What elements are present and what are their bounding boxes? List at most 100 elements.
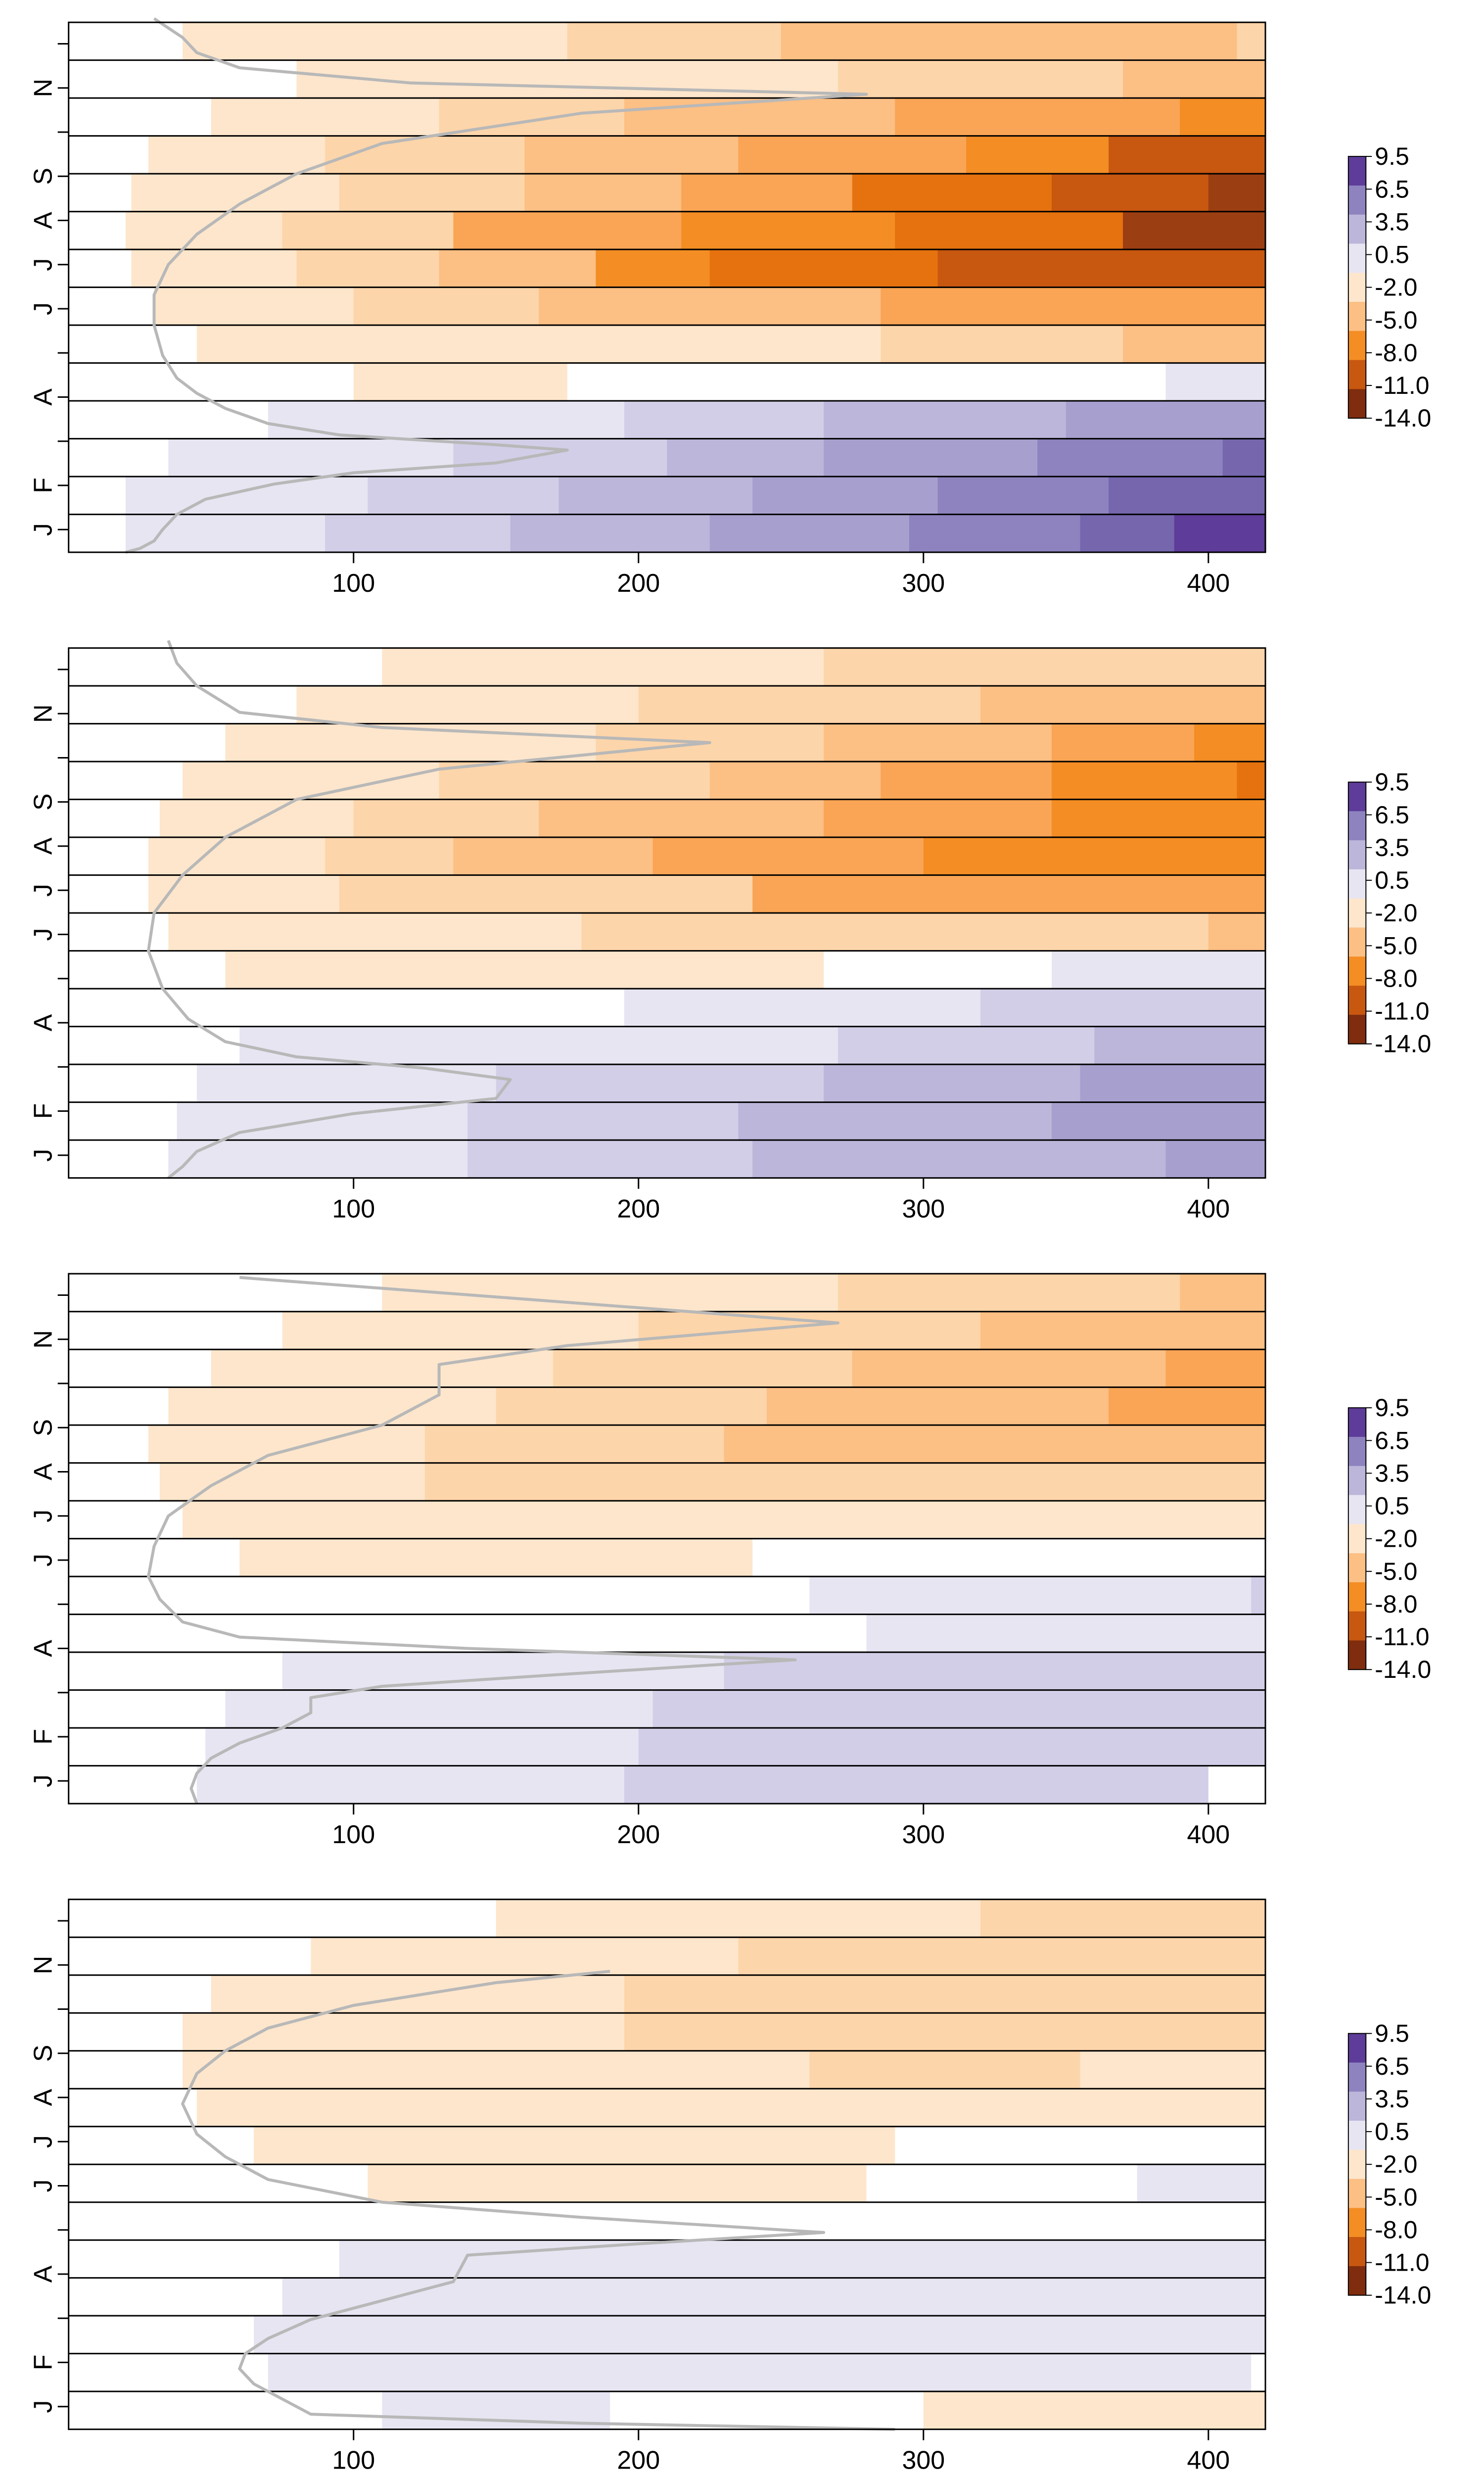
colorbar-label: -2.0 [1375, 1525, 1417, 1553]
heat-cell [624, 1975, 1266, 2013]
x-tick-label: 100 [332, 2446, 375, 2474]
heat-cell [368, 476, 559, 515]
heat-cell [980, 686, 1209, 724]
heat-cell [909, 514, 1081, 553]
heat-cell [866, 1614, 1266, 1653]
colorbar-swatch [1348, 2266, 1366, 2296]
heat-cell [148, 875, 340, 913]
heat-cell [1109, 136, 1266, 174]
y-tick-label: A [29, 1640, 57, 1657]
colorbar-swatch [1348, 156, 1366, 186]
heat-cell [439, 761, 710, 800]
colorbar-swatch [1348, 360, 1366, 389]
colorbar-label: 9.5 [1375, 143, 1409, 170]
y-tick-label: J [29, 1149, 57, 1162]
heat-cell [339, 2240, 1266, 2279]
y-tick-label: J [29, 1510, 57, 1522]
y-tick-label: J [29, 884, 57, 897]
heat-cell [196, 2089, 1266, 2127]
colorbar-label: -5.0 [1375, 306, 1417, 334]
heat-cell [709, 514, 910, 553]
colorbar-label: -14.0 [1375, 1030, 1431, 1058]
colorbar-label: -14.0 [1375, 1656, 1431, 1683]
x-tick-label: 100 [332, 1195, 375, 1224]
colorbar-swatch [1348, 2121, 1366, 2150]
y-tick-label: J [29, 2135, 57, 2148]
heat-cell [160, 799, 354, 838]
heat-cell [524, 136, 739, 174]
heat-cell [838, 60, 1123, 98]
boundary-line [147, 1276, 839, 1805]
panel-1: 100 200 300 400 J F A J J A S N 9.5 6.5 3.5 0.5 -2.0 -5.0… [29, 17, 1431, 598]
heat-cell [439, 249, 596, 288]
x-tick-label: 200 [617, 1820, 660, 1849]
y-tick-label: N [29, 1330, 57, 1349]
y-tick-label: N [29, 704, 57, 723]
colorbar-swatch [1348, 185, 1366, 215]
y-tick-label: A [29, 1014, 57, 1031]
heat-cell [496, 1899, 981, 1938]
heat-cell [268, 2353, 967, 2392]
heat-cell [539, 287, 881, 326]
heat-cell [752, 875, 1266, 913]
plot-frame [68, 1273, 1266, 1805]
colorbar-label: -8.0 [1375, 339, 1417, 367]
heat-cell [681, 1501, 796, 1539]
heat-cell [724, 1652, 1266, 1691]
heat-cell [1052, 723, 1195, 762]
colorbar-label: 6.5 [1375, 2052, 1409, 2080]
heat-cell [1165, 363, 1266, 401]
heat-cell [368, 913, 582, 952]
heat-cell [160, 1463, 425, 1501]
heat-cell [325, 514, 510, 553]
heat-cell [168, 913, 368, 952]
heat-cell [738, 1937, 1266, 1976]
colorbar-swatch [1348, 389, 1366, 419]
colorbar-swatch [1348, 302, 1366, 332]
heat-cell [881, 761, 1052, 800]
heat-cell [824, 401, 1067, 439]
heat-cell [311, 1614, 867, 1653]
x-tick-label: 400 [1187, 569, 1230, 598]
heat-cell [1137, 2164, 1266, 2203]
heat-cell [339, 875, 497, 913]
heat-cell [681, 174, 853, 212]
heat-cell [624, 989, 981, 1027]
colorbar-swatch [1348, 898, 1366, 928]
heat-cell [183, 1501, 682, 1539]
heat-cell [1251, 1576, 1266, 1615]
heat-cell [496, 1064, 824, 1103]
heat-cell [767, 1387, 1109, 1426]
heat-cell [1251, 2353, 1266, 2392]
heat-cell [638, 1311, 981, 1350]
colorbar-swatch [1348, 927, 1366, 957]
heat-cell [624, 1765, 1209, 1804]
heat-cell [353, 799, 539, 838]
heat-cell [183, 2013, 625, 2051]
colorbar-swatch [1348, 1553, 1366, 1583]
heat-cell [424, 1425, 725, 1464]
heat-cell [482, 2202, 1266, 2240]
colorbar-label: -14.0 [1375, 404, 1431, 432]
heat-cell [1052, 761, 1237, 800]
colorbar-label: 6.5 [1375, 175, 1409, 203]
colorbar-label: 3.5 [1375, 208, 1409, 236]
heat-cell [1080, 1538, 1266, 1577]
colorbar-label: -5.0 [1375, 2183, 1417, 2211]
heat-cell [196, 1765, 625, 1804]
heat-cell [183, 761, 440, 800]
colorbar-swatch [1348, 1466, 1366, 1495]
colorbar-label: -14.0 [1375, 2282, 1431, 2309]
y-tick-label: J [29, 258, 57, 271]
heat-cell [1174, 514, 1266, 553]
heat-cell [567, 363, 730, 401]
heat-cell [496, 1387, 767, 1426]
colorbar-label: 0.5 [1375, 2118, 1409, 2145]
colorbar-label: 0.5 [1375, 241, 1409, 269]
heat-cell [824, 951, 1052, 989]
heat-cell [368, 2164, 867, 2203]
heat-cell [624, 98, 895, 137]
y-tick-label: J [29, 302, 57, 315]
heat-cell [581, 913, 753, 952]
heat-cell [923, 837, 1266, 876]
